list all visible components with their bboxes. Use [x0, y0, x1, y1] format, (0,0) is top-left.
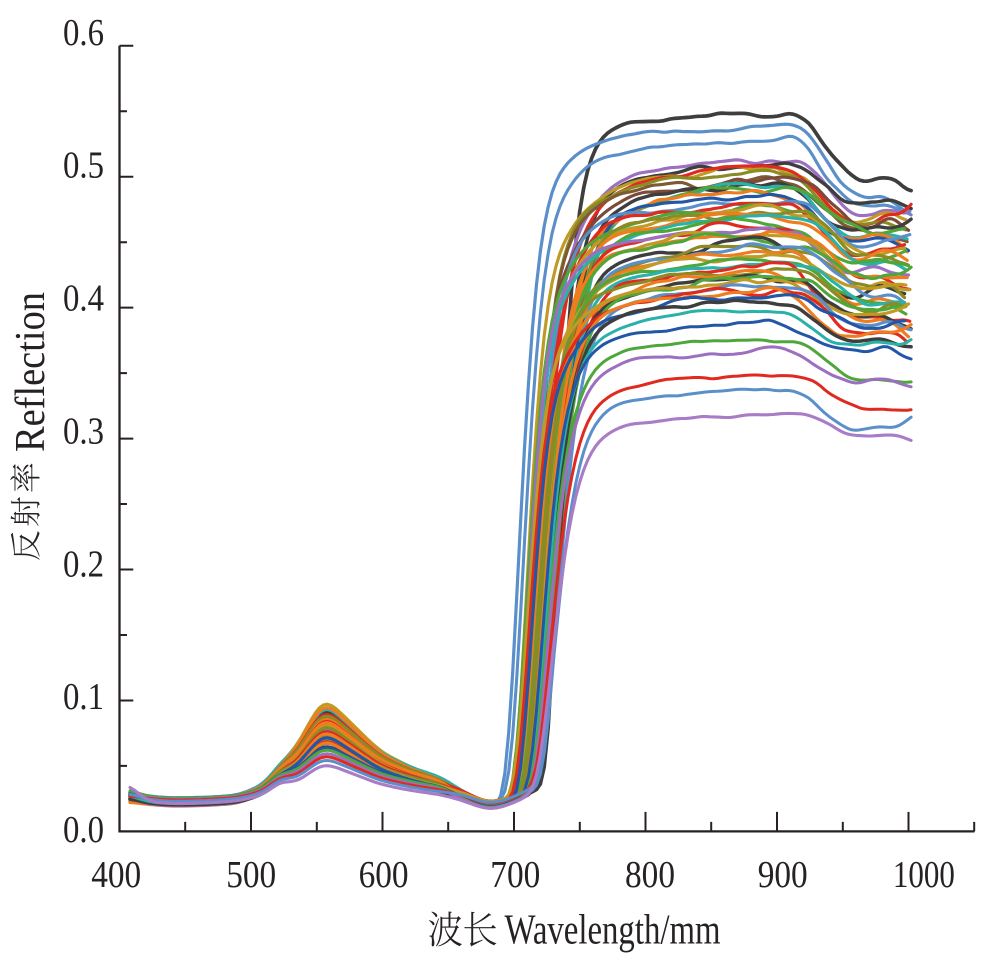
svg-text:700: 700: [490, 854, 540, 896]
svg-text:Wavelength/mm: Wavelength/mm: [505, 908, 721, 954]
svg-text:1000: 1000: [893, 854, 955, 896]
svg-text:Reflection: Reflection: [8, 292, 54, 452]
svg-text:0.0: 0.0: [63, 809, 104, 851]
svg-text:800: 800: [625, 854, 675, 896]
svg-text:0.5: 0.5: [63, 145, 104, 187]
svg-text:0.6: 0.6: [63, 12, 104, 54]
svg-text:0.1: 0.1: [63, 676, 104, 718]
svg-text:0.2: 0.2: [63, 543, 104, 585]
svg-text:900: 900: [758, 854, 808, 896]
svg-text:0.3: 0.3: [63, 410, 104, 452]
svg-text:0.4: 0.4: [63, 278, 104, 320]
svg-text:600: 600: [359, 854, 409, 896]
svg-text:500: 500: [226, 854, 276, 896]
svg-text:400: 400: [91, 854, 141, 896]
